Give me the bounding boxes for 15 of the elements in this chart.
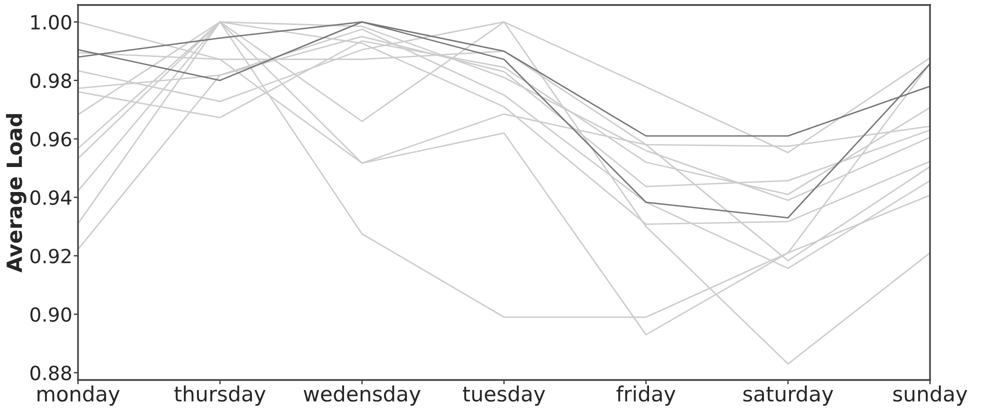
x-tick-label: saturday: [743, 386, 834, 406]
y-tick-label: 0.90: [30, 307, 72, 322]
y-tick-label: 0.94: [30, 190, 72, 205]
y-tick-label: 1.00: [31, 14, 72, 30]
y-tick-label: 0.98: [30, 73, 72, 88]
x-tick-label: sunday: [893, 386, 968, 406]
y-tick-label: 0.96: [30, 132, 72, 147]
y-tick-label: 0.92: [30, 248, 70, 264]
x-tick-label: tuesday: [462, 386, 546, 406]
y-tick-label: 0.88: [30, 366, 72, 380]
x-tick-label: wedensday: [304, 386, 421, 406]
y-axis-title: Average Load: [6, 114, 26, 273]
x-tick-label: monday: [38, 386, 120, 406]
x-tick-label: friday: [616, 386, 676, 406]
x-tick-label: thursday: [174, 386, 266, 406]
